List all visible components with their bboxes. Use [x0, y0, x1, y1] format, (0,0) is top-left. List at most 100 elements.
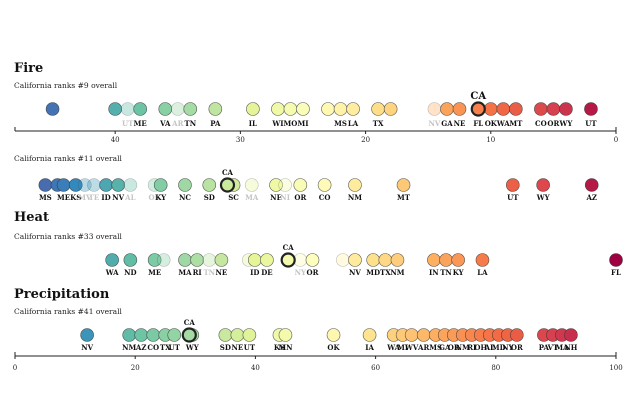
state-point[interactable]: [366, 253, 380, 267]
state-point[interactable]: [87, 178, 101, 192]
state-point[interactable]: [156, 253, 171, 267]
state-label: TN: [203, 268, 215, 277]
state-point[interactable]: [452, 102, 467, 116]
state-point[interactable]: [202, 253, 217, 267]
state-point[interactable]: [427, 253, 441, 267]
state-point[interactable]: [260, 253, 274, 267]
state-point[interactable]: [510, 328, 524, 342]
state-point[interactable]: [534, 102, 548, 116]
state-point[interactable]: [45, 102, 60, 116]
state-point[interactable]: [230, 328, 245, 342]
state-point[interactable]: [326, 328, 341, 342]
state-label: MN: [278, 343, 293, 352]
highlighted-state-point[interactable]: [219, 177, 236, 193]
state-point[interactable]: [146, 328, 161, 342]
state-point[interactable]: [336, 253, 350, 267]
state-point[interactable]: [559, 102, 573, 116]
state-point[interactable]: [68, 178, 83, 192]
state-point[interactable]: [170, 102, 185, 116]
state-point[interactable]: [427, 102, 442, 116]
state-point[interactable]: [496, 102, 511, 116]
state-point[interactable]: [218, 328, 233, 342]
state-point[interactable]: [158, 102, 173, 116]
state-point[interactable]: [439, 253, 453, 267]
state-point[interactable]: [305, 253, 320, 267]
state-point[interactable]: [123, 178, 138, 192]
state-point[interactable]: [278, 328, 293, 342]
state-point[interactable]: [202, 178, 217, 192]
state-point[interactable]: [584, 178, 599, 192]
state-point[interactable]: [78, 178, 92, 192]
state-point[interactable]: [378, 253, 393, 267]
highlighted-state-point[interactable]: [181, 327, 197, 343]
state-point[interactable]: [80, 328, 94, 342]
state-point[interactable]: [38, 178, 53, 192]
state-point[interactable]: [190, 253, 204, 267]
highlighted-state-point[interactable]: [470, 101, 486, 117]
state-point[interactable]: [123, 253, 138, 267]
state-point[interactable]: [111, 178, 126, 192]
state-point[interactable]: [147, 253, 162, 267]
state-point[interactable]: [416, 328, 431, 342]
state-label: WY: [536, 193, 551, 202]
state-point[interactable]: [246, 102, 260, 116]
highlighted-state-point[interactable]: [280, 252, 296, 268]
state-point[interactable]: [333, 102, 348, 116]
fire-rank-subtitle: California ranks #9 overall: [14, 81, 118, 90]
state-point[interactable]: [362, 328, 377, 342]
state-point[interactable]: [609, 253, 623, 267]
state-point[interactable]: [348, 253, 362, 267]
state-point[interactable]: [546, 102, 561, 116]
state-point[interactable]: [440, 102, 454, 116]
state-label: MO: [284, 119, 298, 128]
state-point[interactable]: [108, 102, 122, 116]
state-point[interactable]: [348, 178, 362, 192]
state-label: MD: [492, 343, 506, 352]
state-label: AZ: [135, 343, 147, 352]
state-point[interactable]: [134, 328, 149, 342]
state-point[interactable]: [404, 328, 419, 342]
state-point[interactable]: [383, 102, 398, 116]
state-point[interactable]: [396, 178, 411, 192]
state-point[interactable]: [153, 178, 168, 192]
state-point[interactable]: [214, 253, 229, 267]
state-point[interactable]: [278, 178, 292, 192]
state-point[interactable]: [296, 102, 310, 116]
state-point[interactable]: [122, 328, 136, 342]
state-point[interactable]: [509, 102, 523, 116]
state-point[interactable]: [183, 102, 198, 116]
state-point[interactable]: [483, 102, 498, 116]
state-point[interactable]: [105, 253, 119, 267]
state-point[interactable]: [178, 178, 192, 192]
state-point[interactable]: [321, 102, 335, 116]
state-point[interactable]: [293, 178, 308, 192]
state-label: KY: [155, 193, 167, 202]
state-label: MI: [297, 119, 308, 128]
state-point[interactable]: [536, 178, 550, 192]
state-point[interactable]: [584, 102, 598, 116]
state-point[interactable]: [283, 102, 298, 116]
state-point[interactable]: [451, 253, 465, 267]
state-point[interactable]: [317, 178, 332, 192]
state-point[interactable]: [167, 328, 182, 342]
state-point[interactable]: [475, 253, 490, 267]
state-point[interactable]: [247, 253, 262, 267]
state-point[interactable]: [99, 178, 113, 192]
state-label: NV: [429, 119, 441, 128]
state-point[interactable]: [390, 253, 405, 267]
state-point[interactable]: [271, 102, 285, 116]
state-point[interactable]: [346, 102, 360, 116]
state-point[interactable]: [208, 102, 223, 116]
state-label: IL: [249, 119, 257, 128]
state-point[interactable]: [120, 102, 135, 116]
state-point[interactable]: [564, 328, 578, 342]
state-point[interactable]: [242, 328, 257, 342]
x-tick-label: 40: [111, 136, 120, 144]
state-point[interactable]: [178, 253, 192, 267]
state-point[interactable]: [505, 178, 520, 192]
state-point[interactable]: [269, 178, 283, 192]
state-point[interactable]: [133, 102, 148, 116]
state-point[interactable]: [244, 178, 259, 192]
state-point[interactable]: [371, 102, 385, 116]
state-point[interactable]: [56, 178, 71, 192]
